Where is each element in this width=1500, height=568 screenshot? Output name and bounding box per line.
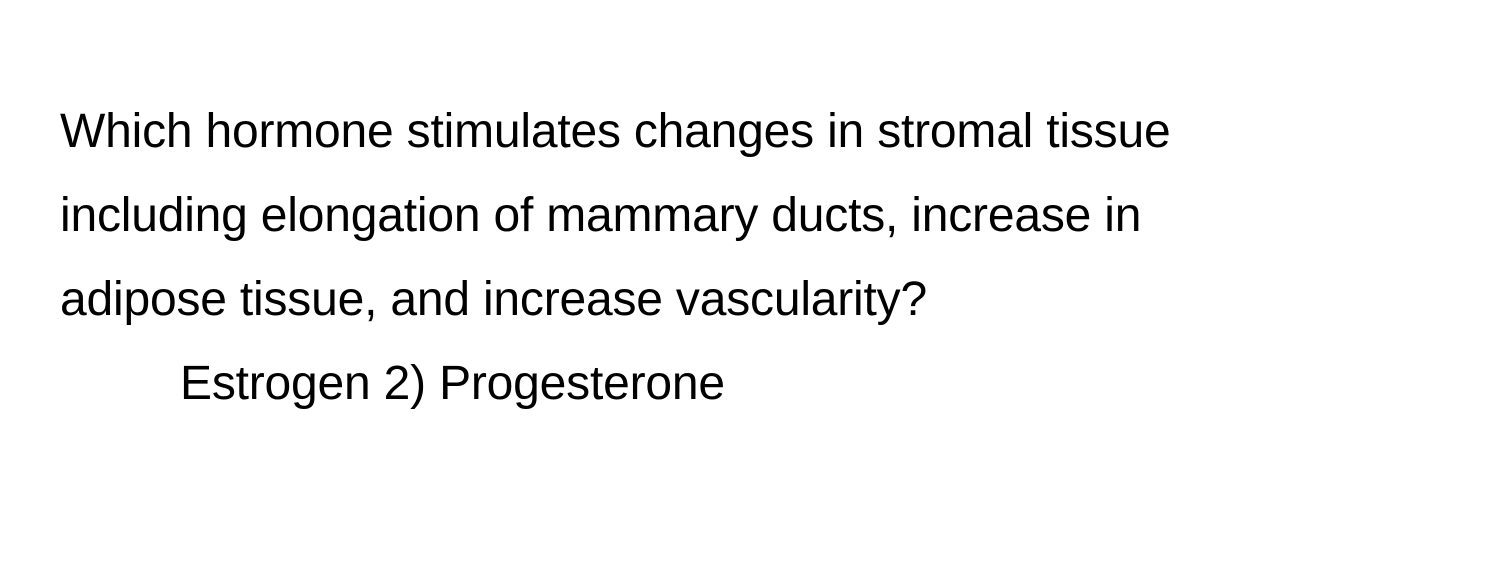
- question-block: Which hormone stimulates changes in stro…: [60, 90, 1440, 426]
- question-line-2: including elongation of mammary ducts, i…: [60, 174, 1440, 258]
- question-options: Estrogen 2) Progesterone: [60, 342, 1440, 426]
- question-line-3: adipose tissue, and increase vascularity…: [60, 258, 1440, 342]
- question-line-1: Which hormone stimulates changes in stro…: [60, 90, 1440, 174]
